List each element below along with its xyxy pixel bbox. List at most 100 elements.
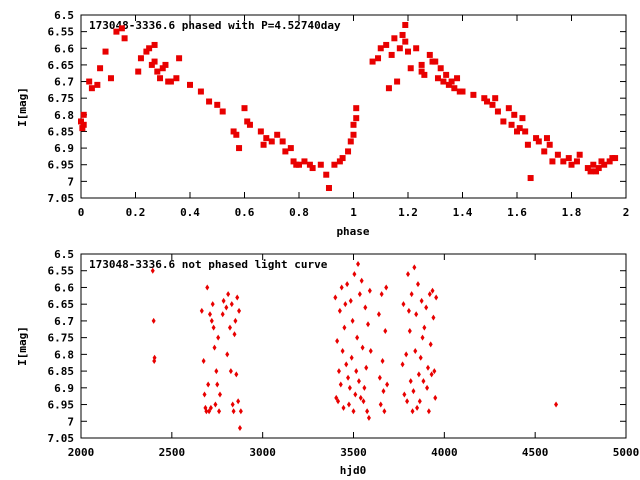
data-point [407, 327, 412, 334]
data-point [377, 45, 384, 52]
data-point [287, 145, 294, 152]
data-point [418, 68, 425, 75]
data-point [587, 168, 594, 175]
data-point [325, 185, 332, 192]
axis-ticks: 2000 2500 3000 3500 4000 4500 5000 6.5 6.55 6.6 6.… [48, 248, 640, 459]
data-point [366, 414, 371, 421]
data-point [335, 337, 340, 344]
data-point [260, 141, 267, 148]
data-point [394, 78, 401, 85]
data-point [459, 88, 466, 95]
y-tick-label: 6.95 [48, 399, 75, 412]
data-point [543, 135, 550, 142]
data-point [380, 358, 385, 365]
data-point [118, 25, 125, 32]
x-tick-label: 1.2 [398, 206, 418, 219]
data-point [224, 304, 229, 311]
x-tick-label: 2000 [68, 446, 95, 459]
data-point [402, 38, 409, 45]
data-point [159, 65, 166, 72]
y-tick-label: 6.5 [54, 248, 74, 261]
data-point [358, 394, 363, 401]
data-point [376, 311, 381, 318]
data-point [427, 291, 432, 298]
data-point [484, 98, 491, 105]
x-tick-label: 4000 [431, 446, 458, 459]
data-point [350, 317, 355, 324]
data-point [107, 75, 114, 82]
data-point [152, 354, 157, 361]
data-point [434, 294, 439, 301]
y-tick-label: 6.55 [48, 26, 75, 39]
data-point [349, 354, 354, 361]
data-point [383, 41, 390, 48]
data-point [573, 158, 580, 165]
data-point [401, 301, 406, 308]
data-point [236, 145, 243, 152]
data-point [355, 334, 360, 341]
data-point [94, 81, 101, 88]
data-point [199, 307, 204, 314]
data-point [396, 45, 403, 52]
y-tick-label: 6.75 [48, 92, 75, 105]
data-point [306, 161, 313, 168]
y-tick-label: 6.7 [54, 76, 74, 89]
data-points [150, 261, 559, 431]
data-point [505, 105, 512, 112]
x-tick-label: 1.6 [507, 206, 527, 219]
data-point [426, 408, 431, 415]
data-point [282, 148, 289, 155]
y-tick-label: 7 [67, 175, 74, 188]
data-point [412, 264, 417, 271]
data-point [336, 398, 341, 405]
data-point [420, 334, 425, 341]
data-point [421, 378, 426, 385]
data-point [451, 85, 458, 92]
data-point [207, 311, 212, 318]
y-tick-label: 6.8 [54, 109, 74, 122]
data-point [404, 351, 409, 358]
data-point [102, 48, 109, 55]
data-point [367, 287, 372, 294]
data-point [173, 75, 180, 82]
y-axis-label: I[mag] [16, 87, 29, 127]
data-point [382, 408, 387, 415]
axis-ticks: 0 0.2 0.4 0.6 0.8 1 1.2 1.4 1.6 1.8 2 6.5 6.55 6.6 6.6… [48, 9, 630, 219]
data-point [233, 131, 240, 138]
data-point [535, 138, 542, 145]
data-point [411, 388, 416, 395]
y-axis-label: I[mag] [16, 326, 29, 366]
x-tick-label: 0.8 [289, 206, 309, 219]
data-point [377, 374, 382, 381]
data-point [440, 78, 447, 85]
data-point [590, 161, 597, 168]
data-point [421, 71, 428, 78]
data-point [434, 75, 441, 82]
data-point [595, 165, 602, 172]
data-point [340, 348, 345, 355]
x-tick-label: 1 [350, 206, 357, 219]
data-point [407, 65, 414, 72]
data-point [431, 314, 436, 321]
data-point [232, 331, 237, 338]
raw-light-curve-panel: 173048-3336.6 not phased light curve hjd… [16, 248, 639, 477]
data-point [418, 61, 425, 68]
data-point [409, 291, 414, 298]
data-point [365, 408, 370, 415]
data-point [601, 161, 608, 168]
data-point [290, 158, 297, 165]
data-point [237, 424, 242, 431]
data-point [378, 401, 383, 408]
data-point [612, 155, 619, 162]
data-point [422, 324, 427, 331]
data-point [80, 111, 87, 118]
data-point [214, 101, 221, 108]
phased-light-curve-panel: 173048-3336.6 phased with P=4.52740day p… [16, 9, 629, 238]
chart-title: 173048-3336.6 phased with P=4.52740day [89, 19, 341, 32]
data-point [408, 378, 413, 385]
data-point [167, 78, 174, 85]
data-point [533, 135, 540, 142]
data-point [212, 344, 217, 351]
data-point [187, 81, 193, 88]
